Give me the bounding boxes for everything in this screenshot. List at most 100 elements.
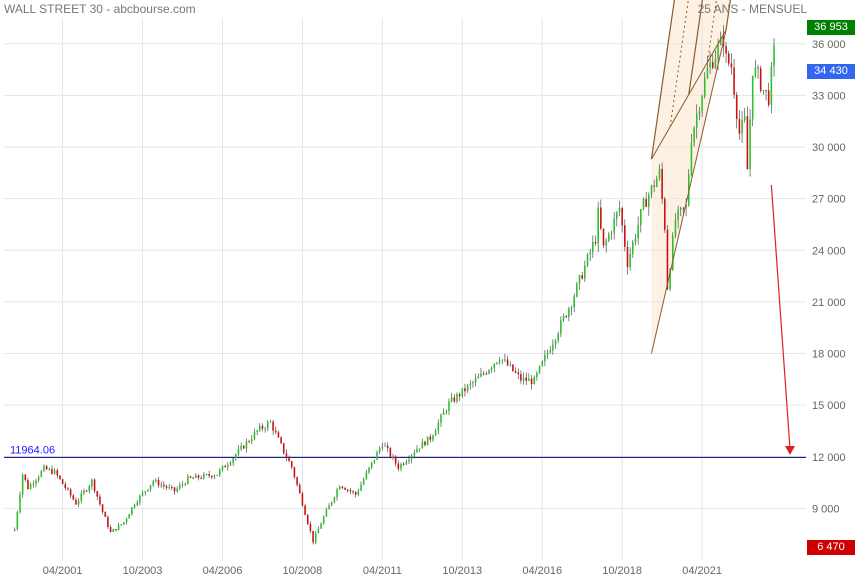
projection-arrow	[770, 184, 796, 456]
candle	[456, 392, 458, 404]
candle	[253, 428, 256, 441]
candle	[498, 357, 501, 365]
candle-body	[83, 490, 85, 494]
candle	[24, 474, 27, 482]
candle-body	[573, 296, 575, 308]
candle	[35, 478, 37, 488]
candle-body	[392, 456, 394, 458]
candle-body	[605, 240, 607, 246]
candle	[576, 281, 578, 298]
candle	[341, 485, 344, 490]
candle	[426, 436, 429, 446]
candle-body	[51, 468, 53, 474]
candle-body	[115, 529, 117, 531]
candle	[19, 491, 21, 514]
candle-body	[477, 376, 480, 379]
candle-body	[376, 451, 378, 460]
candle	[187, 473, 189, 485]
candle	[37, 475, 40, 483]
candle-body	[157, 479, 160, 486]
pitchfork-lines	[650, 0, 732, 354]
grid-lines	[4, 18, 806, 560]
candle	[480, 367, 482, 378]
candle-body	[517, 372, 520, 375]
candle	[258, 423, 261, 432]
candle	[163, 481, 165, 490]
candle-body	[528, 378, 530, 381]
candle-body	[165, 486, 168, 488]
candle	[701, 94, 703, 117]
candle	[557, 331, 560, 344]
candle	[570, 305, 573, 316]
candle-body	[445, 411, 448, 413]
candle	[730, 52, 733, 75]
candle-body	[490, 368, 493, 371]
candle-body	[522, 377, 525, 381]
candle-body	[171, 487, 173, 489]
candle-body	[570, 307, 573, 309]
candle-body	[93, 479, 96, 492]
candle	[658, 164, 661, 181]
candle-body	[322, 516, 325, 524]
candle	[266, 419, 269, 431]
candle	[677, 205, 679, 229]
candle-body	[184, 483, 186, 485]
candle-body	[581, 275, 583, 279]
candle-body	[203, 474, 205, 479]
candle	[637, 216, 639, 245]
candle	[389, 446, 392, 459]
candle-body	[410, 455, 413, 460]
candle	[741, 111, 743, 144]
candlesticks	[13, 25, 775, 545]
candle	[765, 89, 767, 101]
candle	[176, 486, 178, 493]
candle-body	[75, 499, 77, 505]
candle-body	[253, 431, 256, 440]
candle-body	[312, 530, 314, 543]
candle	[522, 372, 525, 385]
candle	[370, 461, 373, 470]
candle	[13, 527, 16, 532]
candle-body	[72, 495, 75, 500]
y-tick-label: 18 000	[812, 349, 846, 361]
candle	[759, 65, 762, 93]
candle-body	[21, 474, 24, 495]
candle	[99, 493, 101, 507]
candle-body	[240, 445, 242, 450]
candle-body	[453, 397, 456, 402]
candle-body	[762, 90, 765, 92]
candle	[213, 474, 216, 480]
candle	[83, 488, 85, 496]
candle-body	[250, 439, 253, 442]
candle-body	[621, 208, 623, 226]
candle-body	[272, 421, 274, 431]
candle-body	[200, 477, 202, 479]
y-tick-label: 27 000	[812, 194, 846, 206]
candle-body	[325, 509, 328, 517]
candle-body	[530, 378, 533, 385]
candle	[139, 494, 141, 506]
candle-body	[317, 528, 320, 534]
candle	[91, 478, 93, 490]
candle	[711, 54, 714, 70]
candle	[384, 442, 386, 447]
candle	[695, 104, 698, 139]
candle-body	[413, 452, 416, 456]
x-tick-label: 04/2016	[522, 565, 562, 577]
candle-body	[168, 487, 170, 489]
candle-body	[336, 489, 338, 498]
candle-body	[658, 168, 661, 179]
candle	[298, 483, 301, 494]
candle	[392, 453, 394, 461]
candle	[21, 473, 24, 498]
candle-body	[24, 474, 27, 480]
candle-body	[173, 487, 176, 492]
candle-body	[338, 486, 341, 490]
candle-body	[666, 229, 669, 290]
candle-body	[429, 436, 432, 440]
candle	[568, 306, 570, 322]
candle-body	[560, 320, 562, 334]
candle-body	[187, 476, 189, 484]
candle	[115, 529, 117, 532]
candle-body	[618, 208, 621, 213]
